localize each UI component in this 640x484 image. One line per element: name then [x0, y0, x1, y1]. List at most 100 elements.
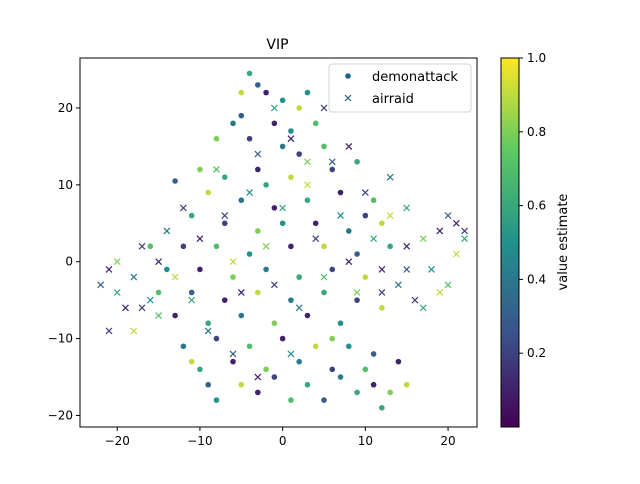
- point-airraid-11: [155, 312, 162, 319]
- point-airraid-6: [130, 273, 138, 281]
- point-airraid-13: [171, 273, 179, 281]
- point-demonattack-91: [147, 243, 154, 250]
- point-airraid-38: [378, 265, 386, 273]
- point-demonattack-58: [238, 312, 245, 319]
- colorbar-label: value estimate: [556, 194, 571, 291]
- colorbar-tick-label: 0.6: [527, 199, 546, 213]
- point-airraid-26: [279, 204, 287, 212]
- point-demonattack-90: [403, 381, 410, 388]
- point-airraid-33: [337, 212, 344, 220]
- legend-marker-circle: [345, 73, 351, 79]
- point-demonattack-47: [329, 266, 336, 273]
- point-airraid-39: [386, 212, 394, 220]
- point-airraid-49: [452, 250, 460, 258]
- point-airraid-59: [254, 373, 262, 381]
- legend: demonattack airraid: [328, 63, 472, 113]
- point-airraid-54: [345, 142, 353, 150]
- point-demonattack-52: [255, 289, 261, 296]
- point-demonattack-32: [312, 220, 319, 227]
- point-demonattack-75: [362, 366, 369, 373]
- point-demonattack-20: [354, 158, 360, 165]
- point-airraid-58: [229, 350, 237, 358]
- point-demonattack-55: [354, 297, 360, 303]
- point-demonattack-42: [164, 266, 170, 273]
- point-airraid-8: [138, 242, 146, 250]
- point-demonattack-77: [205, 381, 211, 388]
- point-demonattack-5: [296, 105, 302, 111]
- point-demonattack-19: [329, 166, 336, 173]
- point-demonattack-25: [304, 197, 311, 204]
- point-demonattack-73: [296, 358, 302, 365]
- point-airraid-45: [428, 265, 435, 273]
- point-demonattack-33: [346, 228, 352, 234]
- colorbar-tick-label: 0.2: [527, 346, 546, 360]
- point-demonattack-72: [263, 366, 269, 373]
- point-airraid-46: [436, 227, 444, 235]
- point-demonattack-0: [246, 70, 253, 77]
- point-demonattack-60: [304, 312, 311, 319]
- point-demonattack-4: [279, 97, 286, 104]
- point-airraid-50: [452, 219, 460, 227]
- point-demonattack-96: [329, 335, 336, 342]
- point-demonattack-6: [230, 120, 236, 127]
- point-airraid-37: [370, 235, 378, 243]
- x-tick-label: −20: [105, 434, 130, 448]
- x-tick-label: 0: [279, 434, 287, 448]
- point-demonattack-61: [337, 320, 344, 327]
- y-tick-label: 10: [58, 178, 73, 192]
- point-demonattack-94: [362, 212, 369, 219]
- point-demonattack-15: [197, 166, 203, 173]
- point-airraid-1: [105, 265, 113, 273]
- point-airraid-53: [386, 173, 394, 181]
- point-airraid-43: [411, 296, 419, 304]
- point-airraid-17: [204, 327, 212, 335]
- point-demonattack-56: [172, 312, 178, 319]
- point-demonattack-22: [205, 189, 211, 196]
- point-airraid-57: [304, 158, 311, 166]
- point-demonattack-71: [230, 358, 236, 365]
- legend-box: [328, 63, 472, 113]
- point-airraid-42: [403, 204, 411, 212]
- point-airraid-12: [163, 227, 171, 235]
- point-demonattack-69: [370, 351, 377, 357]
- point-airraid-0: [97, 281, 105, 289]
- point-airraid-16: [196, 235, 204, 243]
- point-airraid-14: [179, 204, 187, 212]
- point-demonattack-34: [379, 220, 385, 227]
- point-airraid-23: [254, 150, 262, 158]
- point-airraid-18: [213, 166, 220, 173]
- point-demonattack-46: [296, 274, 302, 280]
- y-tick-label: 0: [65, 255, 73, 269]
- point-demonattack-1: [255, 82, 261, 88]
- point-airraid-9: [146, 296, 154, 304]
- point-demonattack-81: [337, 374, 344, 380]
- point-airraid-25: [270, 281, 278, 289]
- point-demonattack-62: [379, 305, 385, 311]
- y-tick-label: 20: [58, 101, 73, 115]
- point-demonattack-26: [337, 189, 344, 196]
- point-demonattack-68: [346, 343, 352, 350]
- point-demonattack-27: [370, 197, 377, 204]
- point-airraid-56: [270, 104, 278, 112]
- point-demonattack-57: [205, 320, 211, 327]
- point-demonattack-30: [255, 228, 261, 234]
- point-airraid-21: [237, 289, 245, 296]
- point-airraid-24: [262, 242, 270, 250]
- y-axis: −20 −10 0 10 20: [48, 101, 80, 422]
- x-tick-label: 20: [440, 434, 455, 448]
- x-axis: −20 −10 0 10 20: [105, 427, 456, 448]
- point-demonattack-59: [271, 320, 278, 327]
- point-demonattack-54: [321, 289, 327, 296]
- point-demonattack-50: [188, 289, 195, 296]
- point-demonattack-65: [246, 343, 253, 350]
- point-demonattack-95: [263, 182, 269, 188]
- x-tick-label: 10: [358, 434, 373, 448]
- point-demonattack-38: [288, 243, 294, 250]
- point-demonattack-3: [263, 89, 269, 96]
- point-demonattack-43: [197, 266, 203, 273]
- point-demonattack-79: [271, 374, 278, 380]
- point-demonattack-83: [387, 389, 393, 396]
- point-airraid-64: [378, 289, 386, 296]
- point-demonattack-92: [238, 112, 245, 119]
